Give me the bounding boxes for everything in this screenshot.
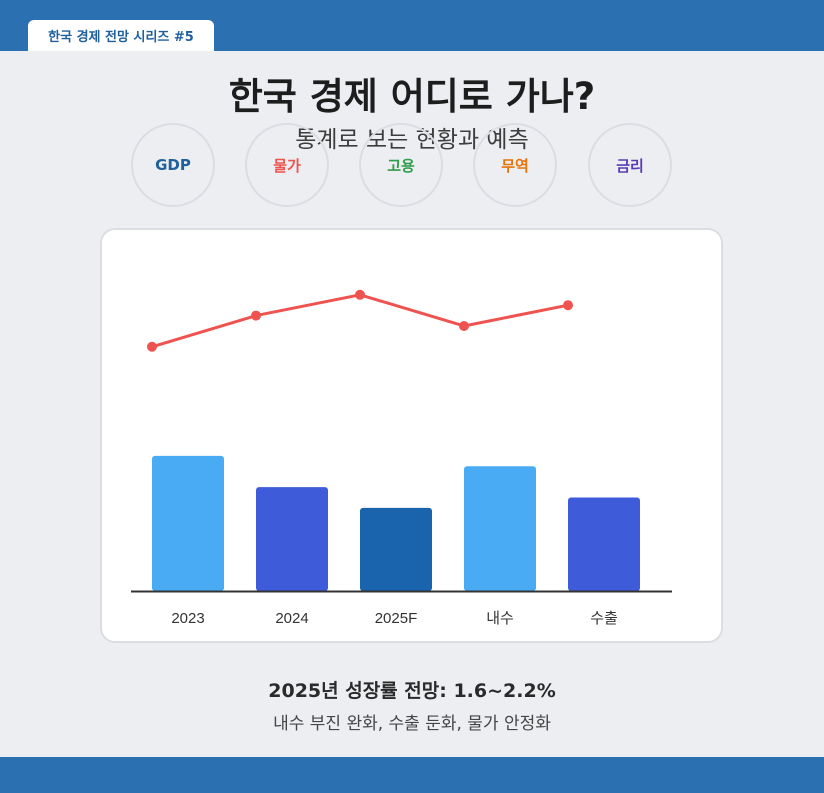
chart-bar — [152, 455, 224, 591]
chart-card: 2023 2024 2025F 내수 수출 — [100, 228, 723, 643]
trend-point — [147, 341, 157, 352]
trend-point — [563, 300, 573, 311]
x-tick-label: 2024 — [275, 610, 308, 627]
trend-point — [459, 320, 469, 331]
summary-description: 내수 부진 완화, 수출 둔화, 물가 안정화 — [273, 714, 551, 734]
chart-bar — [256, 487, 328, 591]
trend-point — [355, 289, 365, 300]
topic-gdp-button[interactable]: GDP — [131, 123, 215, 207]
chart-bar — [360, 507, 432, 591]
summary-title: 2025년 성장률 전망: 1.6~2.2% — [268, 680, 556, 702]
bottom-banner — [0, 757, 824, 793]
x-tick-label: 2025F — [375, 610, 418, 627]
topic-prices-button[interactable]: 물가 — [245, 123, 329, 207]
chart-bar — [464, 466, 536, 591]
series-tag: 한국 경제 전망 시리즈 #5 — [28, 20, 214, 51]
topic-interest-rate-button[interactable]: 금리 — [588, 123, 672, 207]
trend-point — [251, 310, 261, 321]
x-tick-label: 내수 — [486, 610, 514, 627]
x-tick-label: 수출 — [590, 610, 618, 627]
trend-line — [150, 293, 570, 349]
chart-bar — [568, 497, 640, 591]
topic-employment-button[interactable]: 고용 — [359, 123, 443, 207]
topic-trade-button[interactable]: 무역 — [473, 123, 557, 207]
x-tick-label: 2023 — [171, 610, 204, 627]
page-title: 한국 경제 어디로 가나? — [228, 75, 596, 118]
chart: 2023 2024 2025F 내수 수출 — [131, 289, 672, 627]
